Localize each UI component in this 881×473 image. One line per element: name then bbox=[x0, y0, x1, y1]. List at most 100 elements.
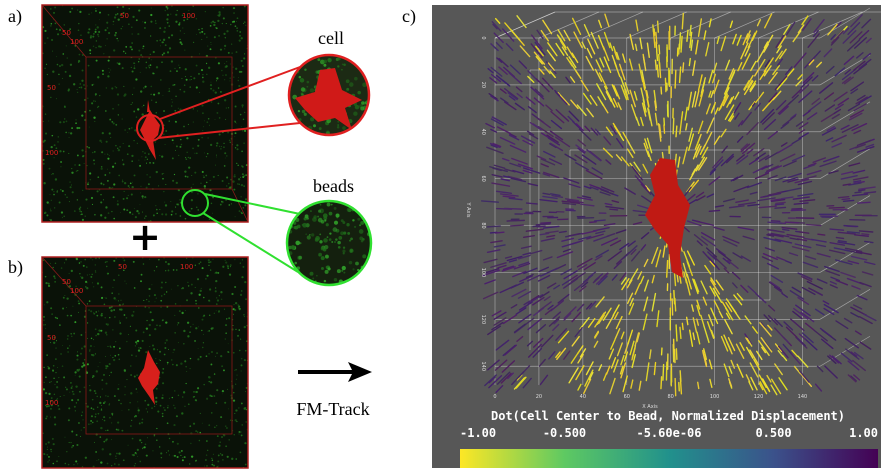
bead bbox=[56, 190, 58, 192]
bead bbox=[361, 101, 365, 105]
grid-line bbox=[538, 11, 600, 39]
x-tick-label: 120 bbox=[754, 394, 764, 400]
vector bbox=[557, 293, 570, 304]
bead bbox=[238, 431, 241, 433]
bead bbox=[43, 315, 45, 318]
bead bbox=[243, 185, 245, 187]
bead bbox=[122, 459, 125, 462]
bead bbox=[74, 374, 76, 376]
vector bbox=[596, 83, 607, 101]
vector bbox=[635, 19, 639, 32]
bead bbox=[72, 393, 75, 396]
vector bbox=[490, 66, 503, 77]
bead bbox=[106, 323, 109, 326]
vector bbox=[853, 60, 866, 71]
bead bbox=[239, 451, 242, 454]
bead bbox=[240, 126, 242, 128]
vector bbox=[645, 362, 650, 382]
vector bbox=[619, 242, 630, 251]
bead bbox=[189, 425, 192, 428]
vector bbox=[696, 318, 700, 326]
vector bbox=[834, 67, 846, 77]
bead bbox=[77, 398, 80, 401]
bead bbox=[244, 349, 247, 352]
vector bbox=[681, 12, 685, 30]
bead bbox=[225, 118, 227, 120]
vector bbox=[716, 36, 720, 45]
bead bbox=[86, 405, 89, 408]
vector bbox=[695, 220, 715, 226]
bead bbox=[189, 331, 191, 334]
bead bbox=[167, 407, 169, 409]
bead bbox=[80, 213, 83, 216]
bead bbox=[101, 379, 104, 381]
bead bbox=[151, 99, 153, 101]
vector bbox=[686, 29, 689, 42]
vector bbox=[487, 68, 494, 74]
vector bbox=[807, 162, 817, 167]
vector bbox=[674, 297, 677, 312]
bead bbox=[165, 281, 167, 284]
bead bbox=[189, 157, 191, 159]
bead bbox=[357, 90, 361, 95]
bead bbox=[349, 239, 351, 242]
bead bbox=[111, 465, 113, 467]
bead bbox=[125, 283, 127, 285]
bead bbox=[181, 14, 184, 17]
bead bbox=[55, 358, 57, 360]
vector bbox=[672, 117, 675, 135]
bead bbox=[161, 155, 164, 158]
bead bbox=[352, 268, 355, 271]
bead bbox=[52, 364, 55, 367]
bead bbox=[69, 10, 72, 13]
vector bbox=[490, 262, 507, 268]
vector bbox=[703, 30, 707, 41]
vector bbox=[581, 154, 597, 165]
bead bbox=[45, 404, 46, 406]
bead bbox=[131, 419, 133, 421]
vector bbox=[552, 323, 560, 331]
bead bbox=[186, 257, 188, 259]
vector bbox=[495, 190, 513, 195]
bead bbox=[212, 175, 215, 178]
bead bbox=[346, 223, 350, 227]
vector bbox=[587, 38, 596, 55]
bead bbox=[322, 213, 328, 219]
bead bbox=[122, 303, 125, 305]
vector bbox=[849, 31, 863, 44]
vector bbox=[788, 252, 799, 257]
bead bbox=[235, 328, 237, 331]
vector bbox=[816, 252, 831, 258]
bead bbox=[166, 422, 169, 425]
vector bbox=[752, 326, 759, 334]
vector bbox=[486, 146, 504, 155]
vector bbox=[728, 205, 745, 209]
bead bbox=[47, 455, 51, 458]
bead bbox=[343, 271, 346, 274]
bead bbox=[138, 9, 141, 12]
vector bbox=[568, 110, 580, 122]
bead bbox=[116, 200, 119, 202]
vector bbox=[736, 363, 744, 378]
bead bbox=[112, 107, 114, 110]
vector bbox=[777, 58, 783, 67]
bead bbox=[86, 165, 88, 167]
bead bbox=[360, 220, 365, 225]
bead bbox=[77, 29, 80, 32]
bead bbox=[212, 89, 215, 92]
vector bbox=[486, 249, 501, 254]
vector bbox=[858, 186, 876, 191]
bead bbox=[137, 108, 140, 111]
vector bbox=[688, 127, 693, 142]
bead bbox=[117, 274, 120, 276]
vector bbox=[772, 90, 782, 101]
bead bbox=[89, 172, 92, 175]
vector bbox=[723, 198, 736, 203]
axis-title: Y Axis bbox=[465, 201, 471, 217]
vector bbox=[733, 294, 743, 306]
bead bbox=[131, 160, 133, 162]
bead bbox=[225, 65, 228, 68]
vector bbox=[831, 355, 842, 365]
bead bbox=[107, 59, 110, 62]
bead bbox=[174, 206, 177, 208]
